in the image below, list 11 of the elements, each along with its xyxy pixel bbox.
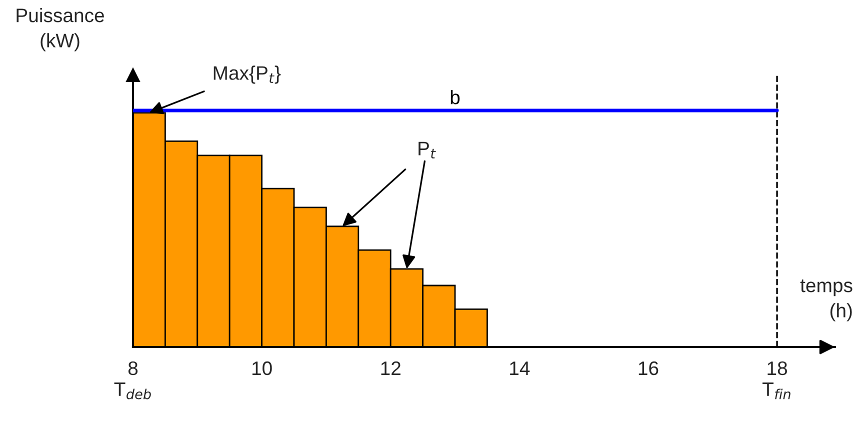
x-tick-label: 12 — [381, 361, 400, 375]
x-tick-label: 14 — [510, 362, 530, 375]
annotation: Max{P$_{t}$} — [214, 66, 281, 84]
x-tick-label: 10 — [252, 361, 272, 376]
annotation: P$_{t}$ — [418, 142, 436, 158]
x-tick-label: 18 T$_{fin}$ — [762, 361, 790, 400]
x-tick-label: 8 T$_{deb}$ — [114, 361, 151, 400]
series-label: b — [450, 90, 460, 104]
x-axis-title: temps (h) — [800, 280, 852, 322]
y-axis-title: Puissance (kW) — [16, 8, 104, 52]
x-tick-label: 16 — [638, 361, 658, 376]
